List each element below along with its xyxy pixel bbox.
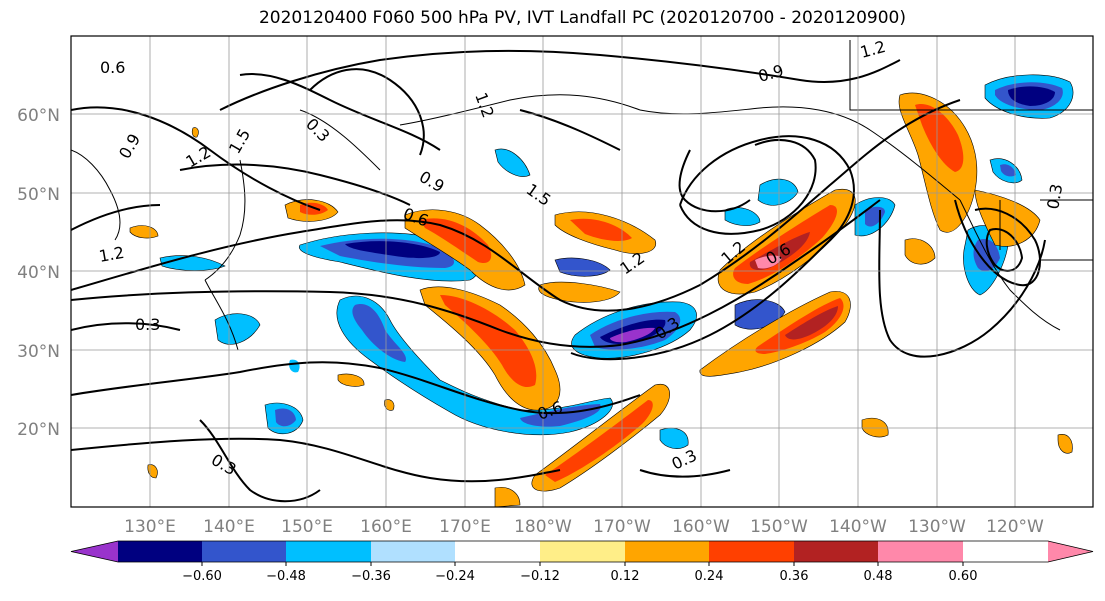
coastlines <box>71 40 1093 351</box>
colorbar-tick-label: −0.24 <box>435 569 475 584</box>
lon-label: 150°W <box>750 517 808 537</box>
shaded-field <box>129 74 1074 507</box>
lon-label: 150°E <box>281 517 333 537</box>
colorbar-extend-min <box>71 541 118 562</box>
colorbar-tick-label: −0.48 <box>266 569 306 584</box>
colorbar-tick-label: 0.24 <box>695 569 724 584</box>
colorbar-extend-max <box>1048 541 1093 562</box>
lon-label: 160°E <box>360 517 412 537</box>
colorbar-tick-label: 0.36 <box>780 569 809 584</box>
graticule <box>71 36 1093 507</box>
lat-label: 50°N <box>17 185 60 205</box>
lon-label: 120°W <box>986 517 1044 537</box>
contour-label: 0.6 <box>100 58 125 77</box>
lon-label: 130°W <box>908 517 966 537</box>
colorbar-segment <box>118 541 202 562</box>
colorbar-segment <box>286 541 371 562</box>
lon-label: 170°E <box>439 517 491 537</box>
colorbar-tick-label: −0.60 <box>182 569 222 584</box>
lon-label: 140°W <box>829 517 887 537</box>
lon-label: 180°W <box>514 517 572 537</box>
colorbar-tick-label: 0.12 <box>611 569 640 584</box>
lat-label: 40°N <box>17 263 60 283</box>
contour-label: 1.2 <box>97 243 125 266</box>
colorbar-segment <box>709 541 794 562</box>
lat-label: 60°N <box>17 106 60 126</box>
contour-label: 0.3 <box>135 315 160 334</box>
contour-label: 0.3 <box>1043 182 1066 210</box>
colorbar: −0.60 −0.48 −0.36 −0.24 −0.12 0.12 0.24 0.36 0.4… <box>70 540 1094 584</box>
colorbar-segment <box>625 541 709 562</box>
colorbar-segment <box>794 541 878 562</box>
lon-label: 170°W <box>593 517 651 537</box>
longitude-labels: 130°E 140°E 150°E 160°E 170°E 180°W 170°… <box>124 517 1044 537</box>
lon-label: 140°E <box>203 517 255 537</box>
colorbar-segment <box>878 541 963 562</box>
lon-label: 160°W <box>672 517 730 537</box>
colorbar-segment <box>202 541 286 562</box>
lat-label: 20°N <box>17 420 60 440</box>
colorbar-segment <box>371 541 455 562</box>
colorbar-tick-label: −0.36 <box>351 569 391 584</box>
lon-label: 130°E <box>124 517 176 537</box>
colorbar-segment <box>540 541 625 562</box>
colorbar-tick-label: 0.60 <box>949 569 978 584</box>
figure-title: 2020120400 F060 500 hPa PV, IVT Landfall… <box>258 8 906 28</box>
lat-label: 30°N <box>17 342 60 362</box>
colorbar-tick-label: −0.12 <box>520 569 560 584</box>
colorbar-segment <box>455 541 540 562</box>
colorbar-tick-label: 0.48 <box>864 569 893 584</box>
latitude-labels: 60°N 50°N 40°N 30°N 20°N <box>17 106 60 440</box>
colorbar-outline <box>70 540 1094 563</box>
map-frame <box>70 35 1094 508</box>
pv-contours <box>71 49 1046 503</box>
